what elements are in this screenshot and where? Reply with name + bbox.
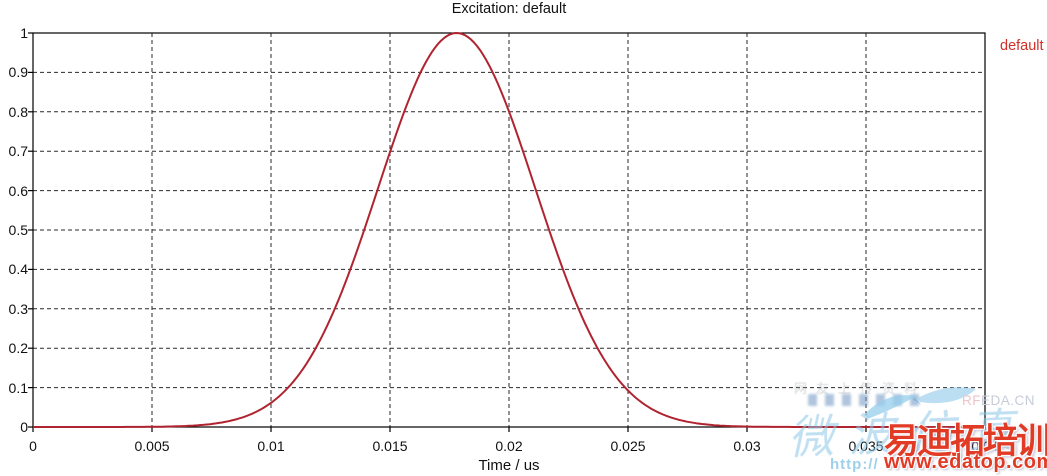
y-tick-label: 0.7 (8, 143, 28, 160)
x-axis-title: Time / us (478, 457, 540, 474)
y-tick-label: 0.1 (8, 379, 28, 396)
y-tick-label: 0.9 (8, 64, 28, 81)
rfeda-watermark-rf: RF (962, 393, 981, 408)
x-tick-label: 0 (29, 438, 37, 454)
x-tick-label: 0.015 (372, 438, 408, 454)
url-prefix-watermark: http:// (830, 456, 879, 473)
x-tick-label: 0.04 (971, 438, 999, 454)
y-tick-label: 0 (20, 419, 28, 435)
faint-upload-watermark: 网友上传资料 (794, 381, 927, 396)
y-tick-label: 0.8 (8, 103, 28, 120)
y-tick-label: 1 (20, 25, 28, 41)
x-tick-label: 0.02 (495, 438, 523, 454)
signal-curve-default (33, 32, 984, 428)
edatop-url-watermark: www.edatop.com (884, 451, 1047, 473)
rfeda-watermark-rest: EDA.CN (981, 393, 1036, 408)
rfeda-watermark: RFEDA.CN (962, 393, 1035, 408)
y-tick-label: 0.6 (8, 182, 28, 199)
edatop-brand-watermark: 易迪拓培训 (884, 422, 1047, 461)
x-tick-label: 0.025 (610, 438, 646, 454)
x-tick-label: 0.035 (848, 438, 884, 454)
x-tick-label: 0.01 (257, 438, 285, 454)
x-tick-label: 0.03 (733, 438, 761, 454)
y-tick-label: 0.4 (8, 261, 28, 278)
butterfly-logo-icon (864, 387, 976, 418)
chart-title: Excitation: default (451, 1, 567, 17)
y-tick-label: 0.2 (8, 340, 28, 357)
legend-entry-default: default (1000, 38, 1044, 54)
y-tick-label: 0.5 (8, 222, 28, 238)
x-tick-label: 0.005 (134, 438, 170, 454)
y-tick-label: 0.3 (8, 300, 28, 317)
